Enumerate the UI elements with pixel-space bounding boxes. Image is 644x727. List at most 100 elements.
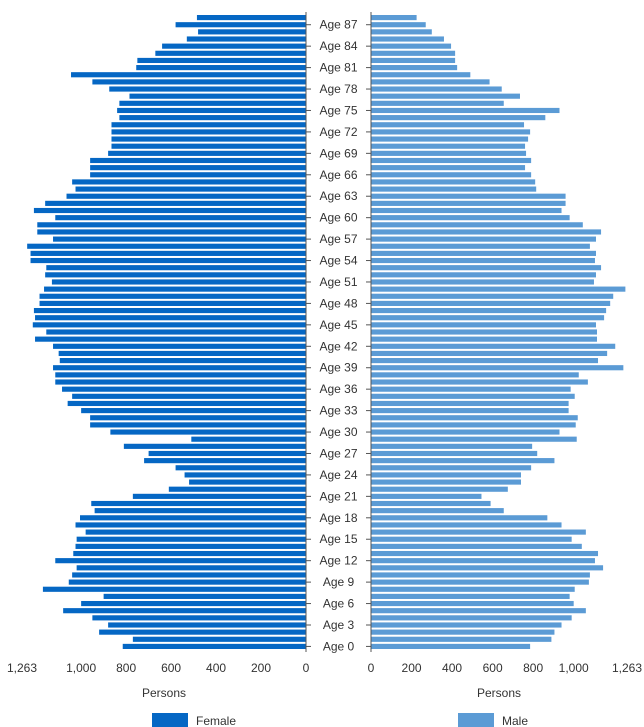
female-bar-age-39[interactable] <box>53 365 306 371</box>
male-bar-age-51[interactable] <box>371 279 594 285</box>
male-bar-age-52[interactable] <box>371 272 596 278</box>
female-bar-age-53[interactable] <box>46 265 306 271</box>
male-bar-age-7[interactable] <box>371 593 570 599</box>
legend-female-swatch[interactable] <box>152 713 188 727</box>
female-bar-age-82[interactable] <box>137 57 306 64</box>
female-bar-age-3[interactable] <box>108 622 307 628</box>
male-bar-age-33[interactable] <box>371 408 569 414</box>
male-bar-age-48[interactable] <box>371 300 611 306</box>
male-bar-age-59[interactable] <box>371 222 583 228</box>
male-bar-age-71[interactable] <box>371 136 529 142</box>
female-bar-age-21[interactable] <box>132 493 306 499</box>
male-bar-age-19[interactable] <box>371 508 504 514</box>
male-bar-age-73[interactable] <box>371 122 525 128</box>
male-bar-age-34[interactable] <box>371 400 569 407</box>
female-bar-age-56[interactable] <box>27 243 306 249</box>
female-bar-age-22[interactable] <box>168 486 306 492</box>
male-bar-age-68[interactable] <box>371 157 532 164</box>
female-bar-age-41[interactable] <box>58 350 307 357</box>
female-bar-age-51[interactable] <box>51 279 306 285</box>
female-bar-age-38[interactable] <box>55 372 306 378</box>
female-bar-age-62[interactable] <box>45 200 306 206</box>
female-bar-age-81[interactable] <box>136 65 306 71</box>
male-bar-age-22[interactable] <box>371 486 508 492</box>
male-bar-age-31[interactable] <box>371 422 576 428</box>
female-bar-age-13[interactable] <box>73 550 307 557</box>
male-bar-age-70[interactable] <box>371 143 526 149</box>
male-bar-age-10[interactable] <box>371 572 590 578</box>
female-bar-age-65[interactable] <box>72 179 306 185</box>
female-bar-age-69[interactable] <box>108 150 307 156</box>
male-bar-age-60[interactable] <box>371 215 570 221</box>
male-bar-age-64[interactable] <box>371 186 537 192</box>
female-bar-age-25[interactable] <box>175 465 306 471</box>
male-bar-age-17[interactable] <box>371 522 562 528</box>
male-bar-age-67[interactable] <box>371 165 526 171</box>
male-bar-age-83[interactable] <box>371 50 456 56</box>
female-bar-age-16[interactable] <box>85 529 306 535</box>
female-bar-age-49[interactable] <box>39 293 306 299</box>
female-bar-age-64[interactable] <box>75 186 307 192</box>
female-bar-age-79[interactable] <box>92 79 306 85</box>
female-bar-age-67[interactable] <box>90 165 306 171</box>
female-bar-age-11[interactable] <box>76 565 306 571</box>
female-bar-age-40[interactable] <box>59 358 306 364</box>
male-bar-age-76[interactable] <box>371 100 504 106</box>
male-bar-age-46[interactable] <box>371 315 605 321</box>
female-bar-age-4[interactable] <box>92 615 306 621</box>
male-bar-age-69[interactable] <box>371 150 527 156</box>
male-bar-age-82[interactable] <box>371 57 456 64</box>
female-bar-age-33[interactable] <box>81 408 306 414</box>
female-bar-age-26[interactable] <box>144 458 306 464</box>
male-bar-age-0[interactable] <box>371 643 531 649</box>
male-bar-age-43[interactable] <box>371 336 597 342</box>
male-bar-age-4[interactable] <box>371 615 572 621</box>
male-bar-age-50[interactable] <box>371 286 626 292</box>
female-bar-age-71[interactable] <box>111 136 307 142</box>
female-bar-age-54[interactable] <box>30 257 306 264</box>
male-bar-age-55[interactable] <box>371 250 596 256</box>
female-bar-age-23[interactable] <box>189 479 306 485</box>
male-bar-age-21[interactable] <box>371 493 482 499</box>
male-bar-age-3[interactable] <box>371 622 562 628</box>
female-bar-age-75[interactable] <box>117 107 307 114</box>
female-bar-age-87[interactable] <box>175 22 306 28</box>
female-bar-age-73[interactable] <box>111 122 307 128</box>
male-bar-age-42[interactable] <box>371 343 616 349</box>
female-bar-age-74[interactable] <box>119 115 307 121</box>
male-bar-age-14[interactable] <box>371 543 582 549</box>
female-bar-age-0[interactable] <box>122 643 307 649</box>
female-bar-age-57[interactable] <box>53 236 306 242</box>
female-bar-age-59[interactable] <box>37 222 306 228</box>
female-bar-age-37[interactable] <box>55 379 306 385</box>
female-bar-age-77[interactable] <box>129 93 306 99</box>
male-bar-age-25[interactable] <box>371 465 532 471</box>
female-bar-age-68[interactable] <box>90 157 306 164</box>
male-bar-age-85[interactable] <box>371 36 444 42</box>
female-bar-age-20[interactable] <box>91 500 306 507</box>
male-bar-age-39[interactable] <box>371 365 624 371</box>
male-bar-age-79[interactable] <box>371 79 490 85</box>
male-bar-age-77[interactable] <box>371 93 520 99</box>
female-bar-age-76[interactable] <box>119 100 307 106</box>
female-bar-age-85[interactable] <box>186 36 306 42</box>
male-bar-age-13[interactable] <box>371 550 599 557</box>
female-bar-age-2[interactable] <box>99 629 306 635</box>
female-bar-age-78[interactable] <box>109 86 306 92</box>
male-bar-age-24[interactable] <box>371 472 521 478</box>
female-bar-age-60[interactable] <box>55 215 306 221</box>
female-bar-age-6[interactable] <box>81 600 306 607</box>
male-bar-age-30[interactable] <box>371 429 560 435</box>
male-bar-age-56[interactable] <box>371 243 590 249</box>
male-bar-age-47[interactable] <box>371 307 607 314</box>
male-bar-age-18[interactable] <box>371 515 548 521</box>
female-bar-age-83[interactable] <box>155 50 306 56</box>
male-bar-age-41[interactable] <box>371 350 608 357</box>
male-bar-age-58[interactable] <box>371 229 602 235</box>
male-bar-age-45[interactable] <box>371 322 596 328</box>
female-bar-age-10[interactable] <box>72 572 306 578</box>
female-bar-age-70[interactable] <box>111 143 307 149</box>
male-bar-age-12[interactable] <box>371 558 595 564</box>
female-bar-age-19[interactable] <box>94 508 306 514</box>
female-bar-age-50[interactable] <box>44 286 306 292</box>
